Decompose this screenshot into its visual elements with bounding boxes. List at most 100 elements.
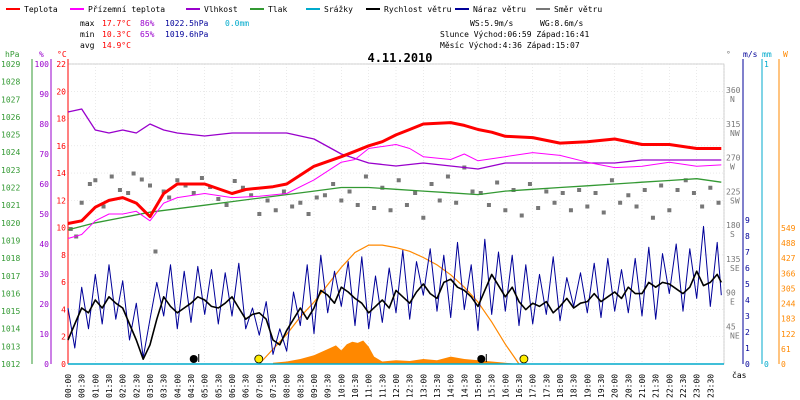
axis-title-ms: m/s [743,50,758,59]
w-tick-label: 366 [781,269,796,278]
moon-rise-marker [189,355,198,363]
legend: Teplota Přízemní teplota Vlhkost Tlak Srážky… [6,5,602,14]
time-tick-label: 19:30 [597,374,606,398]
wind-dir-point [585,204,590,209]
wind-dir-point [199,176,204,180]
wind-dir-point [131,171,136,176]
temp-tick-label: 14 [56,169,66,178]
temp-tick-label: 0 [61,360,66,369]
wind-dir-point [281,189,286,194]
mm-tick-label: 0 [764,360,769,369]
info-wg: WG:8.6m/s [540,19,584,28]
dir-compass-label: NW [730,129,740,138]
time-tick-label: 12:00 [392,374,401,398]
hpa-tick-label: 1023 [1,166,20,175]
wind-dir-point [675,188,680,192]
time-tick-label: 13:00 [419,374,428,398]
time-tick-label: 03:30 [160,374,169,398]
hpa-tick-label: 1029 [1,60,20,69]
wind-dir-point [503,208,508,213]
wind-dir-point [691,191,696,195]
temp-tick-label: 2 [61,333,66,342]
legend-label-temp: Teplota [24,5,58,14]
w-tick-label: 244 [781,300,796,309]
wind-dir-point [593,191,598,195]
axis-title-w: W [783,50,788,59]
time-tick-label: 11:30 [378,374,387,398]
wind-dir-point [396,178,401,183]
wind-dir-point [331,182,336,186]
legend-label-feels: Přízemní teplota [88,5,165,14]
wind-dir-point [683,178,688,183]
wind-dir-point [355,203,360,207]
wind-dir-point [363,174,368,179]
wind-dir-point [249,193,254,198]
dir-tick-label: 270 [726,154,741,163]
wind-dir-point [618,200,623,205]
time-tick-label: 14:30 [460,374,469,398]
hpa-tick-label: 1027 [1,95,20,104]
wind-dir-point [429,182,434,186]
axis-title-hpa: hPa [5,50,20,59]
stat-min-press: 1019.6hPa [165,30,209,39]
time-tick-label: 05:00 [201,374,210,398]
hpa-tick-label: 1024 [1,148,20,157]
hpa-tick-label: 1013 [1,342,20,351]
time-tick-label: 06:30 [242,374,251,398]
ms-tick-label: 5 [745,280,750,289]
dir-compass-label: W [730,163,735,172]
wind-dir-point [454,200,459,205]
time-tick-label: 01:00 [91,374,100,398]
dir-tick-label: 90 [726,289,736,298]
hpa-tick-label: 1018 [1,254,20,263]
pct-tick-label: 90 [39,90,49,99]
hpa-tick-label: 1021 [1,201,20,210]
time-tick-label: 16:00 [501,374,510,398]
w-tick-label: 61 [781,345,791,354]
stat-max-press: 1022.5hPa [165,19,209,28]
wind-dir-point [117,188,122,192]
axis-title-pct: % [39,50,44,59]
time-tick-label: 21:30 [652,374,661,398]
wind-dir-point [167,195,172,200]
time-tick-label: 07:00 [255,374,264,398]
wind-dir-point [161,189,166,194]
time-tick-label: 21:00 [638,374,647,398]
time-tick-label: 22:30 [679,374,688,398]
wind-dir-point [421,215,426,220]
ms-tick-label: 0 [745,360,750,369]
wind-dir-point [700,204,705,209]
hpa-tick-label: 1017 [1,272,20,281]
pct-tick-label: 40 [39,240,49,249]
dir-compass-label: N [730,95,735,104]
hpa-tick-label: 1022 [1,184,20,193]
sun-set-marker [519,354,529,364]
legend-label-dir: Směr větru [554,5,602,14]
wind-dir-point [577,188,582,192]
wind-dir-point [216,197,221,201]
time-tick-label: 18:00 [556,374,565,398]
pct-tick-label: 10 [39,330,49,339]
time-tick-label: 08:30 [296,374,305,398]
ms-tick-label: 2 [745,328,750,337]
time-tick-label: 17:30 [542,374,551,398]
solar-fill-area [273,340,519,364]
time-tick-label: 09:30 [324,374,333,398]
time-tick-label: 01:30 [105,374,114,398]
wind-dir-point [224,203,229,207]
wind-dir-point [716,200,721,205]
time-tick-label: 19:00 [583,374,592,398]
info-moon: Měsíc Východ:4:36 Západ:15:07 [440,41,580,50]
temp-tick-label: 16 [56,142,66,151]
ms-tick-label: 1 [745,344,750,353]
x-axis-label: čas [732,370,747,380]
wind-dir-point [306,212,311,216]
pct-tick-label: 30 [39,270,49,279]
temp-tick-label: 22 [56,60,66,69]
dir-tick-label: 225 [726,187,741,196]
stat-avg-temp: 14.9°C [102,41,131,50]
time-tick-label: 17:00 [529,374,538,398]
hpa-tick-label: 1012 [1,360,20,369]
w-tick-label: 549 [781,224,796,233]
w-tick-label: 183 [781,315,796,324]
